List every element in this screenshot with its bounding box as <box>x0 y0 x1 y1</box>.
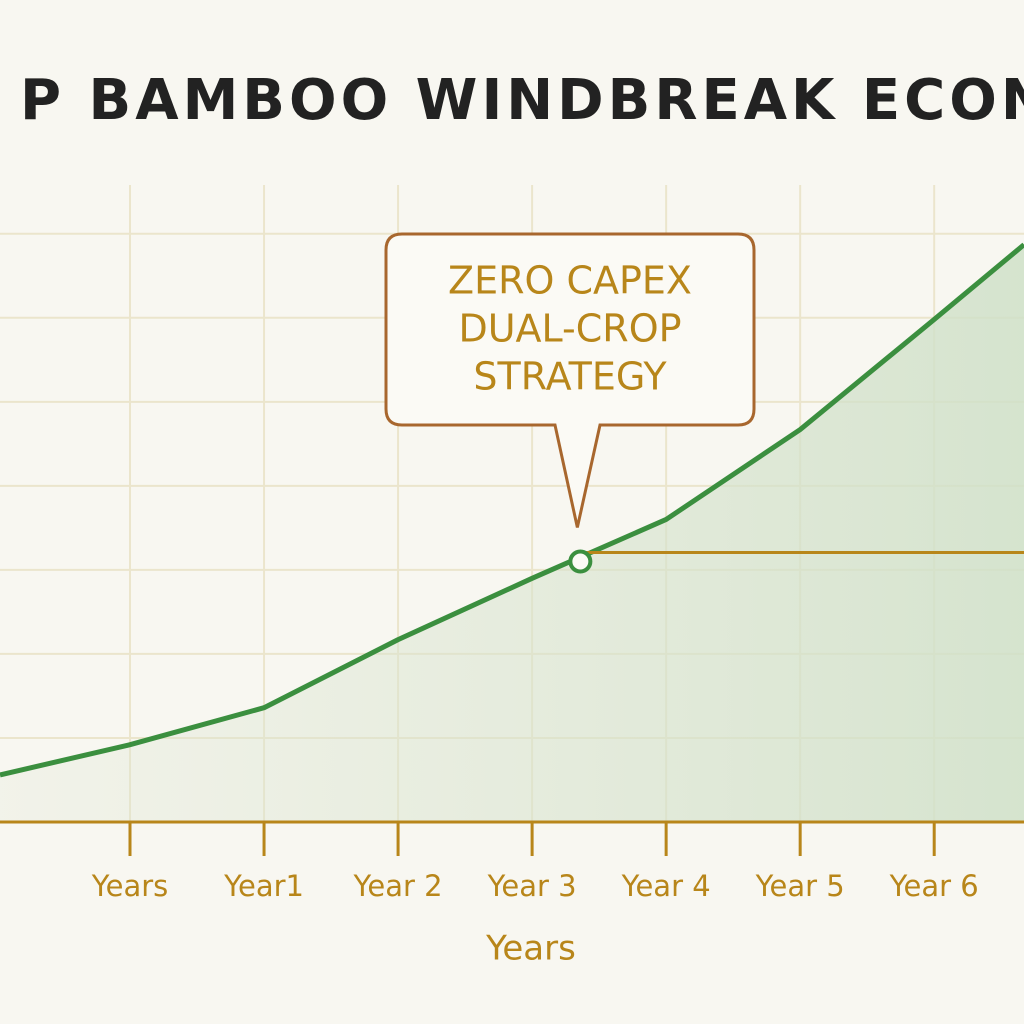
x-tick-label: Year 3 <box>487 869 577 903</box>
callout <box>384 232 756 528</box>
x-tick-label: Years <box>91 869 169 903</box>
x-tick-label: Year 4 <box>621 869 711 903</box>
annotation-text: STRATEGY <box>473 355 667 399</box>
line <box>0 242 1024 778</box>
x-tick-label: Year 5 <box>755 869 845 903</box>
annotation-text: ZERO CAPEX <box>448 259 692 303</box>
annotation-text: DUAL-CROP <box>458 307 681 351</box>
annotation-marker <box>568 549 593 574</box>
x-axis-label: Years <box>485 929 576 969</box>
x-tick-label: Year1 <box>223 869 304 903</box>
chart-title: P BAMBOO WINDBREAK ECONOMI <box>20 68 1024 133</box>
area <box>0 244 1024 822</box>
x-tick-label: Year 6 <box>889 869 979 903</box>
x-tick-label: Year 2 <box>353 869 443 903</box>
